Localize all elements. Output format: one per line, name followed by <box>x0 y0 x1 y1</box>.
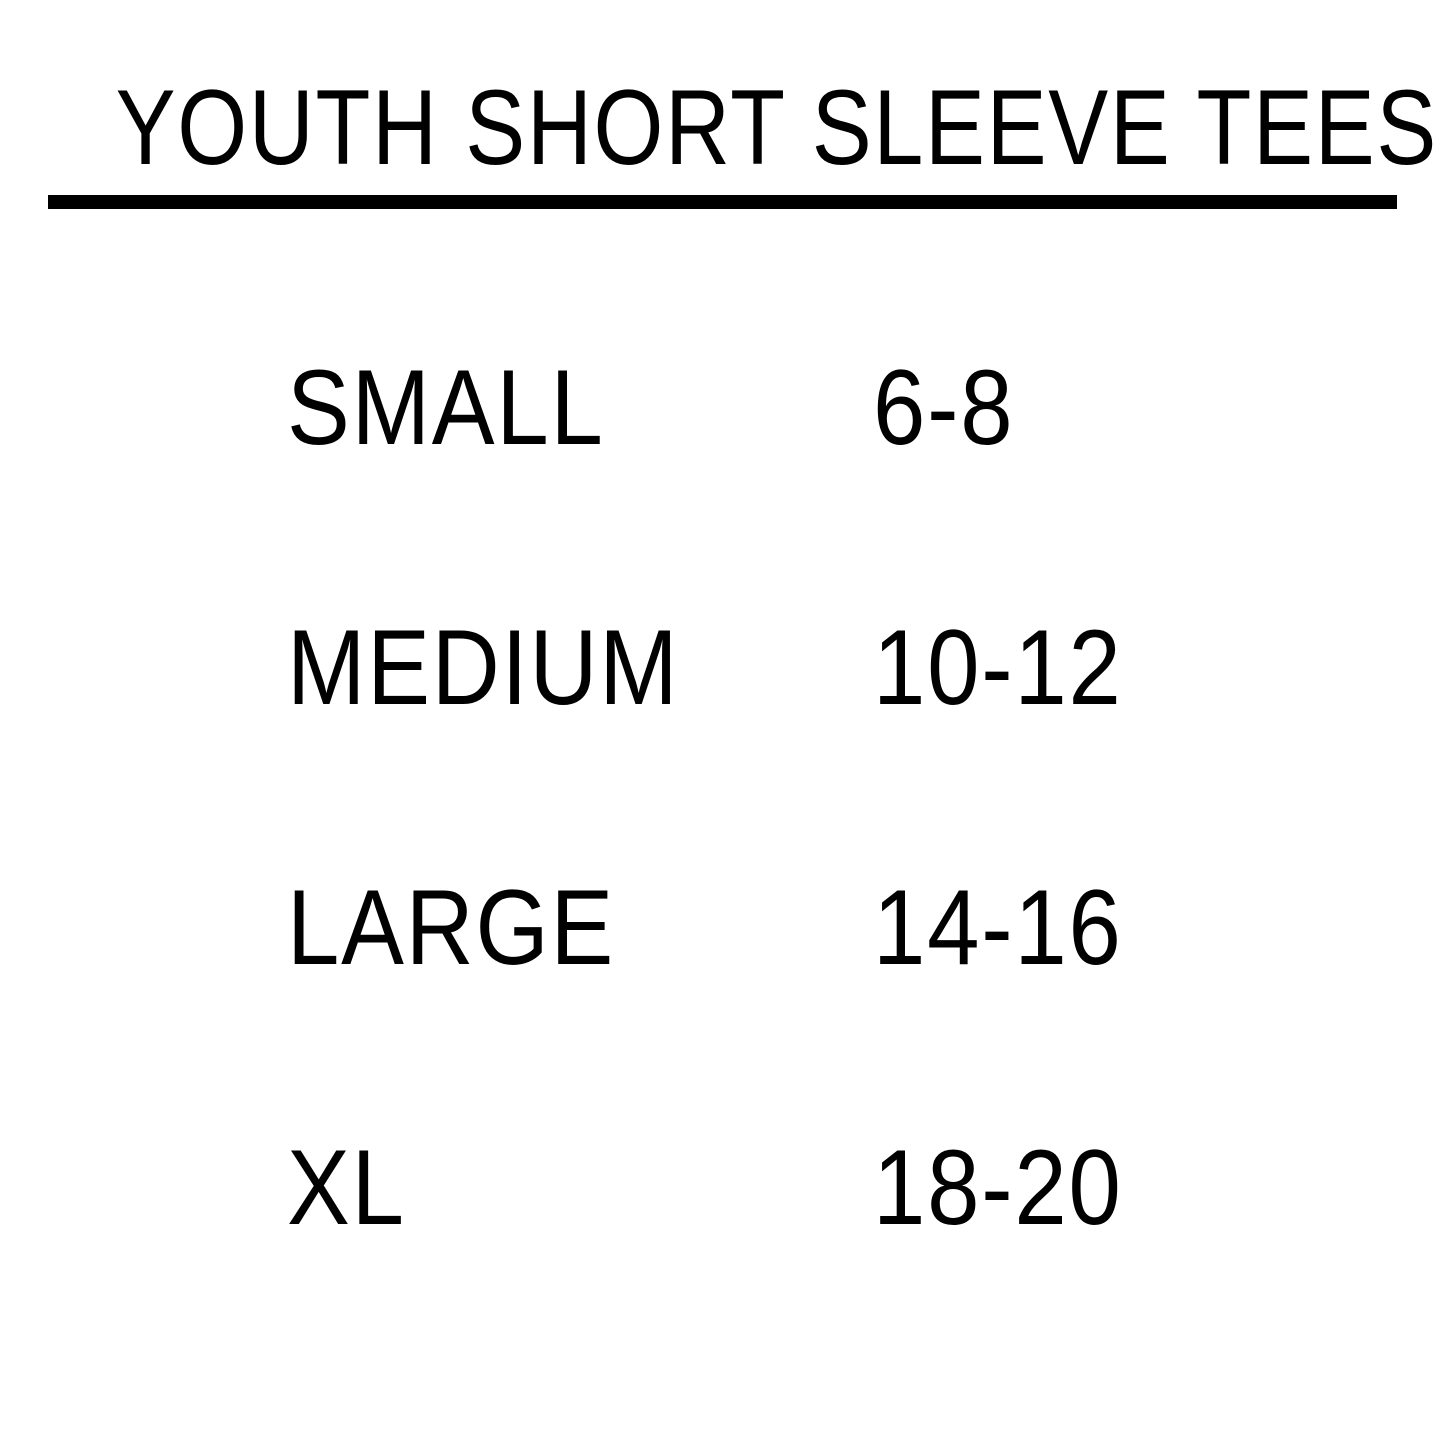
size-row: SMALL 6-8 <box>0 354 1445 474</box>
page-title: YOUTH SHORT SLEEVE TEES <box>115 67 1439 187</box>
size-row: XL 18-20 <box>0 1134 1445 1254</box>
size-label: SMALL <box>287 347 605 467</box>
size-row: LARGE 14-16 <box>0 874 1445 994</box>
size-label: MEDIUM <box>287 607 680 727</box>
title-underline <box>48 195 1397 209</box>
size-label: LARGE <box>287 867 616 987</box>
size-label: XL <box>287 1127 406 1247</box>
age-range: 10-12 <box>873 607 1123 727</box>
age-range: 6-8 <box>873 347 1015 467</box>
size-row: MEDIUM 10-12 <box>0 614 1445 734</box>
age-range: 18-20 <box>873 1127 1123 1247</box>
age-range: 14-16 <box>873 867 1123 987</box>
